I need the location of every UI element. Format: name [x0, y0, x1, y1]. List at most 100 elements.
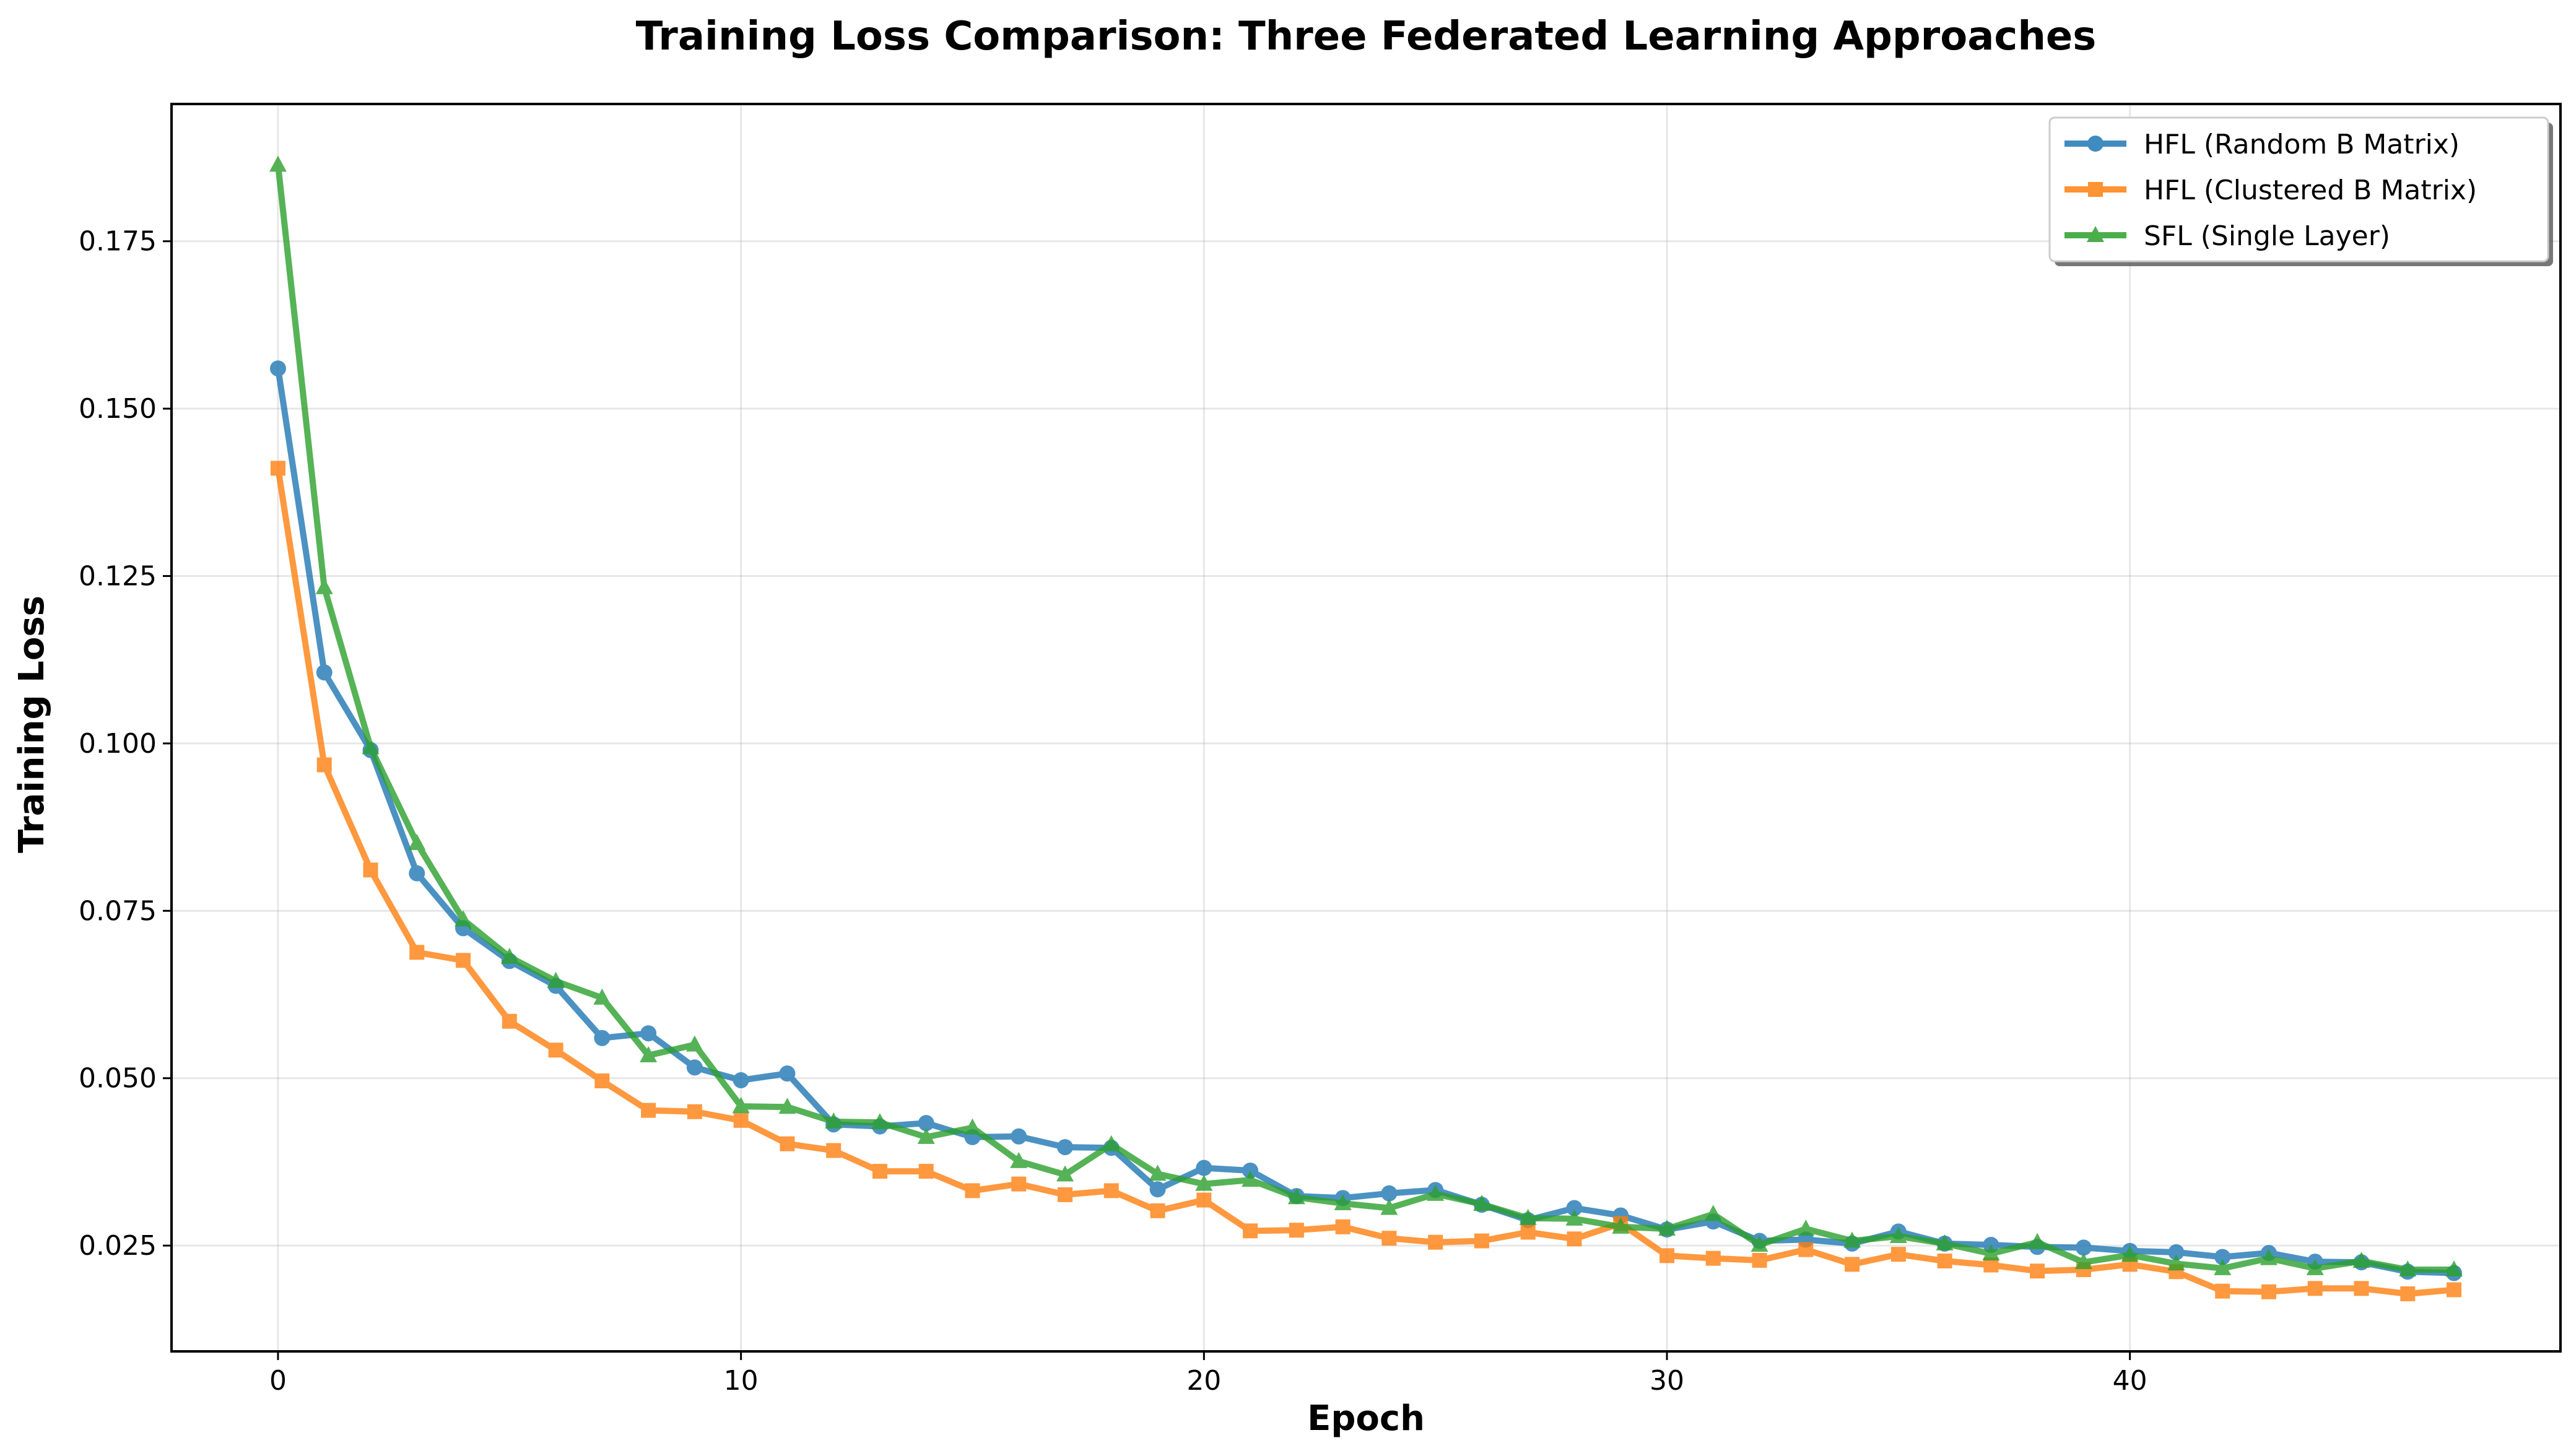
data-point — [1150, 1203, 1165, 1218]
data-point — [685, 1035, 703, 1052]
data-point — [825, 1112, 843, 1129]
data-point — [409, 945, 425, 960]
data-point — [1287, 1188, 1305, 1205]
y-tick-label: 0.150 — [79, 393, 157, 425]
data-point — [2447, 1282, 2462, 1298]
data-point — [363, 862, 378, 878]
data-point — [1566, 1200, 1583, 1216]
data-point — [1242, 1171, 1259, 1187]
legend-label: HFL (Random B Matrix) — [2144, 129, 2460, 160]
data-point — [687, 1104, 702, 1119]
plot-frame — [170, 103, 2562, 1353]
data-point — [2030, 1263, 2045, 1279]
data-point — [315, 578, 333, 594]
data-point — [2400, 1286, 2416, 1301]
data-point — [1889, 1226, 1907, 1243]
x-tick-label: 40 — [2113, 1365, 2147, 1397]
y-tick-label: 0.125 — [79, 561, 157, 592]
data-point — [1565, 1209, 1583, 1226]
data-point — [1752, 1252, 1767, 1268]
data-point — [778, 1098, 796, 1114]
data-point — [1196, 1192, 1212, 1208]
data-point — [2306, 1259, 2324, 1275]
data-point — [2261, 1284, 2276, 1299]
data-point — [1797, 1220, 1815, 1236]
series-3 — [269, 155, 2463, 1277]
series-line — [275, 162, 2457, 1273]
y-axis-label: Training Loss — [12, 596, 52, 853]
data-point — [1982, 1244, 2000, 1261]
data-point — [2074, 1253, 2092, 1270]
data-point — [1798, 1242, 1814, 1257]
data-point — [872, 1164, 887, 1179]
data-point — [594, 1029, 611, 1046]
data-point — [1567, 1231, 1582, 1247]
data-point — [1937, 1253, 1952, 1268]
data-point — [408, 834, 426, 851]
data-point — [918, 1164, 934, 1179]
data-point — [1011, 1176, 1027, 1192]
data-point — [2260, 1249, 2277, 1265]
data-point — [2121, 1246, 2139, 1262]
data-point — [1243, 1223, 1258, 1239]
data-point — [594, 1073, 610, 1089]
data-point — [409, 865, 425, 882]
data-point — [2399, 1260, 2417, 1277]
y-tick-label: 0.050 — [79, 1063, 157, 1094]
data-point — [917, 1127, 935, 1144]
data-point — [640, 1025, 657, 1042]
data-point — [2075, 1239, 2092, 1256]
data-point — [2354, 1281, 2369, 1296]
grid-lines — [172, 104, 2560, 1351]
data-point — [826, 1143, 842, 1158]
data-point — [733, 1072, 749, 1088]
data-point — [456, 953, 471, 968]
data-point — [2168, 1244, 2185, 1260]
x-tick-label: 30 — [1650, 1365, 1684, 1397]
data-point — [871, 1113, 889, 1130]
data-point — [1751, 1236, 1768, 1252]
data-point — [1196, 1159, 1212, 1176]
data-point — [1010, 1151, 1028, 1168]
data-point — [1103, 1183, 1119, 1198]
data-point — [1195, 1174, 1213, 1191]
legend-swatch — [2064, 182, 2126, 197]
y-tick-label: 0.175 — [79, 226, 157, 258]
data-point — [2167, 1254, 2185, 1271]
data-point — [455, 910, 472, 927]
data-point — [1659, 1248, 1674, 1263]
chart-title: Training Loss Comparison: Three Federate… — [636, 14, 2097, 59]
data-point — [1519, 1208, 1537, 1225]
data-point — [2215, 1283, 2230, 1299]
series-lines — [269, 155, 2463, 1301]
x-tick-label: 0 — [269, 1365, 287, 1397]
legend-marker — [2087, 136, 2103, 152]
data-point — [1149, 1164, 1167, 1181]
y-tick-label: 0.075 — [79, 895, 157, 927]
data-point — [269, 155, 287, 172]
data-point — [1058, 1187, 1073, 1202]
data-point — [732, 1097, 750, 1114]
data-point — [1427, 1184, 1445, 1201]
y-tick-label: 0.025 — [79, 1230, 157, 1262]
data-point — [780, 1136, 795, 1151]
data-point — [641, 1103, 656, 1118]
data-point — [2352, 1251, 2370, 1268]
data-point — [1381, 1185, 1398, 1202]
data-point — [1473, 1195, 1490, 1211]
data-point — [547, 971, 565, 988]
data-point — [1704, 1205, 1722, 1221]
data-point — [1335, 1219, 1351, 1234]
data-point — [1011, 1128, 1027, 1145]
data-point — [1381, 1231, 1397, 1246]
data-point — [1334, 1194, 1352, 1210]
data-point — [1520, 1224, 1536, 1240]
x-tick-label: 10 — [724, 1365, 759, 1397]
data-point — [1149, 1181, 1166, 1198]
data-point — [548, 1042, 563, 1058]
legend-label: HFL (Clustered B Matrix) — [2144, 175, 2477, 206]
legend-label: SFL (Single Layer) — [2144, 220, 2390, 252]
data-point — [2214, 1249, 2231, 1265]
